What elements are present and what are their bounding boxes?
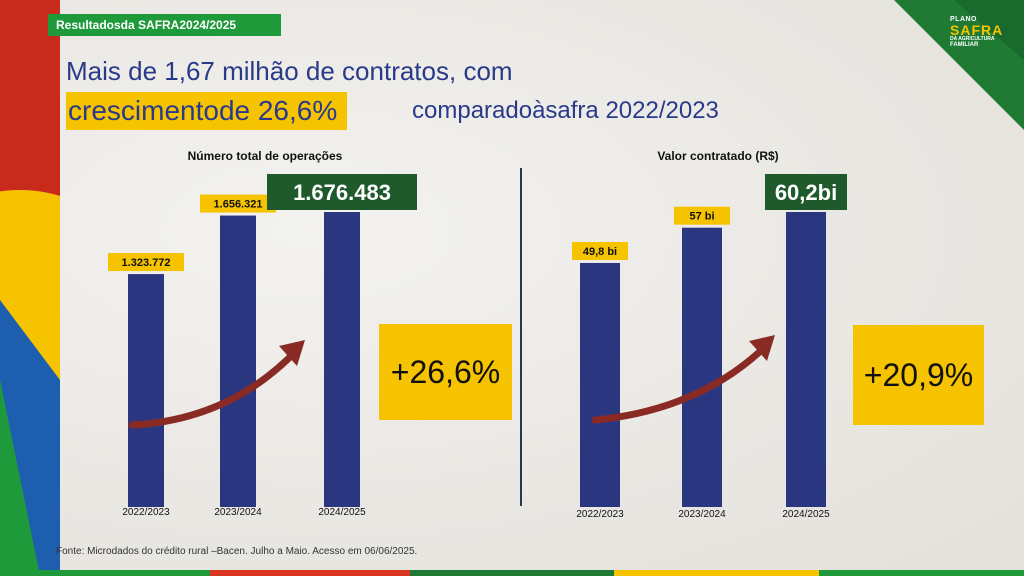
value-label: 1.656.321: [214, 199, 263, 211]
tick-label: 2022/2023: [122, 507, 170, 518]
growth-badge-value: +20,9%: [853, 325, 984, 425]
trend-arrowhead-icon: [279, 340, 305, 366]
trend-arrow-icon: [591, 341, 771, 424]
value-label-box: [108, 253, 184, 272]
decorative-corner: [894, 0, 1024, 130]
chart-title: Número total de operações: [188, 149, 343, 163]
value-label: 49,8 bi: [583, 246, 617, 258]
bottom-stripe-red: [210, 570, 410, 576]
plano-safra-logo: PLANO SAFRA DA AGRICULTURA FAMILIAR: [950, 16, 1004, 48]
bottom-stripe-yellow: [614, 570, 819, 576]
tick-label: 2023/2024: [678, 509, 726, 520]
source-note: Fonte: Microdados do crédito rural –Bace…: [56, 546, 418, 557]
value-label-box: [674, 206, 730, 225]
bar-2022/2023: [128, 274, 164, 507]
bar-2024/2025: [786, 212, 826, 507]
bottom-stripe-green: [0, 570, 210, 576]
tick-label: 2023/2024: [214, 507, 262, 518]
tick-label: 2024/2025: [318, 507, 366, 518]
title-line-1: Mais de 1,67 milhão de contratos, com: [66, 56, 513, 86]
bar-2022/2023: [580, 262, 620, 507]
value-label-box: [200, 194, 276, 213]
tick-label: 2024/2025: [782, 509, 830, 520]
value-label: 60,2bi: [775, 180, 837, 205]
value-label-box: [765, 174, 847, 210]
bottom-stripe-darkgreen: [410, 570, 614, 576]
growth-badge-operations: +26,6%: [379, 324, 512, 420]
decorative-left-art: [0, 0, 60, 576]
value-label-box: [572, 241, 628, 260]
title-highlight: crescimentode 26,6%: [66, 92, 348, 130]
value-label-box: [267, 174, 417, 210]
title-line-2: comparadoàsafra 2022/2023: [412, 97, 719, 124]
chart-divider: [520, 168, 522, 506]
value-label: 1.676.483: [293, 180, 391, 205]
section-tag: Resultadosda SAFRA2024/2025: [48, 14, 281, 36]
trend-arrowhead-icon: [749, 335, 775, 361]
bar-2024/2025: [324, 212, 360, 507]
bar-2023/2024: [682, 227, 722, 507]
tick-label: 2022/2023: [576, 509, 624, 520]
trend-arrow-icon: [128, 346, 301, 429]
chart-title: Valor contratado (R$): [657, 149, 778, 163]
value-label: 1.323.772: [122, 257, 171, 269]
bottom-stripe-green-2: [819, 570, 1024, 576]
value-label: 57 bi: [689, 211, 714, 223]
bar-2023/2024: [220, 215, 256, 507]
